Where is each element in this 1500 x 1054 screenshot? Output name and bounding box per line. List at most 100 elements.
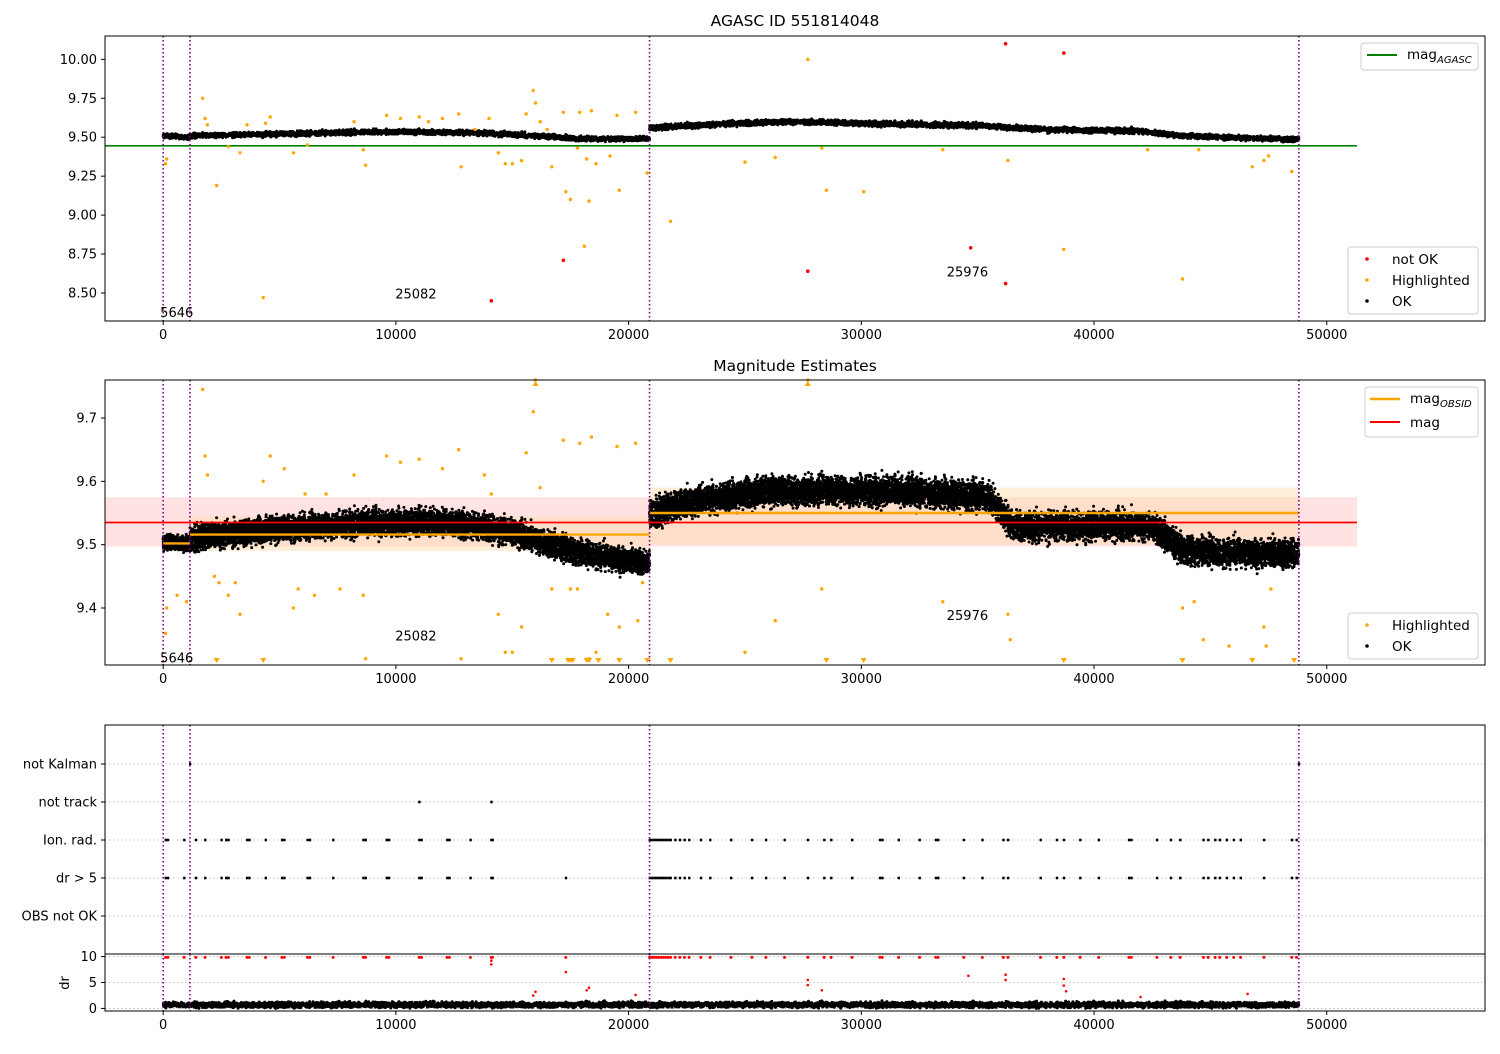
ok-point [315, 134, 318, 137]
ok-point [183, 136, 186, 139]
ok-point [642, 135, 645, 138]
ok-point [603, 138, 606, 141]
ok-point [233, 132, 236, 135]
ok-point [485, 135, 488, 138]
ok-point [282, 132, 285, 135]
ok-point [451, 131, 454, 134]
ok-point [272, 131, 275, 134]
ok-point [426, 131, 429, 134]
ok-point [485, 132, 488, 135]
ok-point [360, 131, 363, 134]
ok-point [391, 130, 394, 133]
ok-point [350, 130, 353, 133]
ok-point [628, 137, 631, 140]
ok-point [430, 130, 433, 133]
ok-point [172, 134, 175, 137]
ok-point [374, 128, 377, 131]
ok-point [540, 134, 543, 137]
ok-point [299, 129, 302, 132]
ok-point [309, 129, 312, 132]
ok-point [215, 133, 218, 136]
ok-point [610, 139, 613, 142]
ok-point [431, 132, 434, 135]
ok-point [229, 133, 232, 136]
ok-point [442, 128, 445, 131]
ok-point [633, 138, 636, 141]
ok-point [479, 130, 482, 133]
ok-point [296, 132, 299, 135]
ok-point [567, 137, 570, 140]
ok-point [596, 139, 599, 142]
ok-point [168, 135, 171, 138]
ok-point [522, 135, 525, 138]
ok-point [199, 136, 202, 139]
ok-point [574, 138, 577, 141]
ok-point [439, 130, 442, 133]
ok-point [339, 130, 342, 133]
ok-point [423, 131, 426, 134]
ok-point [291, 134, 294, 137]
ok-point [239, 133, 242, 136]
ok-point [383, 130, 386, 133]
ok-point [419, 132, 422, 135]
ok-point [333, 129, 336, 132]
ok-point [532, 133, 535, 136]
ok-point [178, 135, 181, 138]
ok-point [324, 133, 327, 136]
ok-point [397, 130, 400, 133]
ok-point [201, 132, 204, 135]
ok-point [277, 132, 280, 135]
ok-point [369, 131, 372, 134]
ok-point [351, 133, 354, 136]
ok-point [624, 139, 627, 142]
ok-point [476, 132, 479, 135]
ok-point [220, 134, 223, 137]
ok-point [459, 131, 462, 134]
ok-point [256, 134, 259, 137]
ok-point [393, 129, 396, 132]
ok-point [617, 137, 620, 140]
ok-point [466, 133, 469, 136]
ok-point [499, 133, 502, 136]
ok-point [448, 130, 451, 133]
ok-point [196, 133, 199, 136]
ok-point [270, 133, 273, 136]
ok-point [470, 132, 473, 135]
ok-point [492, 130, 495, 133]
ok-point [434, 131, 437, 134]
ok-point [320, 132, 323, 135]
ok-point [287, 133, 290, 136]
ok-point [462, 134, 465, 137]
ok-point [482, 134, 485, 137]
ok-point [545, 133, 548, 136]
ok-point [589, 138, 592, 141]
ok-point [579, 138, 582, 141]
ok-point [437, 130, 440, 133]
ok-point [613, 137, 616, 140]
ok-point [645, 138, 648, 141]
ok-point [415, 129, 418, 132]
ok-point [344, 130, 347, 133]
ok-point [166, 133, 169, 136]
ok-point [582, 136, 585, 139]
ok-point [252, 132, 255, 135]
ok-point [442, 131, 445, 134]
ok-point [412, 129, 415, 132]
ok-point [389, 132, 392, 135]
ok-point [330, 131, 333, 134]
ok-point [488, 131, 491, 134]
ok-point [187, 138, 190, 141]
ok-point [561, 136, 564, 139]
ok-point [503, 134, 506, 137]
ok-point [375, 131, 378, 134]
ok-point [354, 131, 357, 134]
ok-point [557, 135, 560, 138]
ok-point [551, 135, 554, 138]
ok-point [301, 134, 304, 137]
ok-point [519, 135, 522, 138]
ok-point [256, 131, 259, 134]
ok-point [506, 133, 509, 136]
panel1-title: AGASC ID 551814048 [711, 12, 880, 30]
